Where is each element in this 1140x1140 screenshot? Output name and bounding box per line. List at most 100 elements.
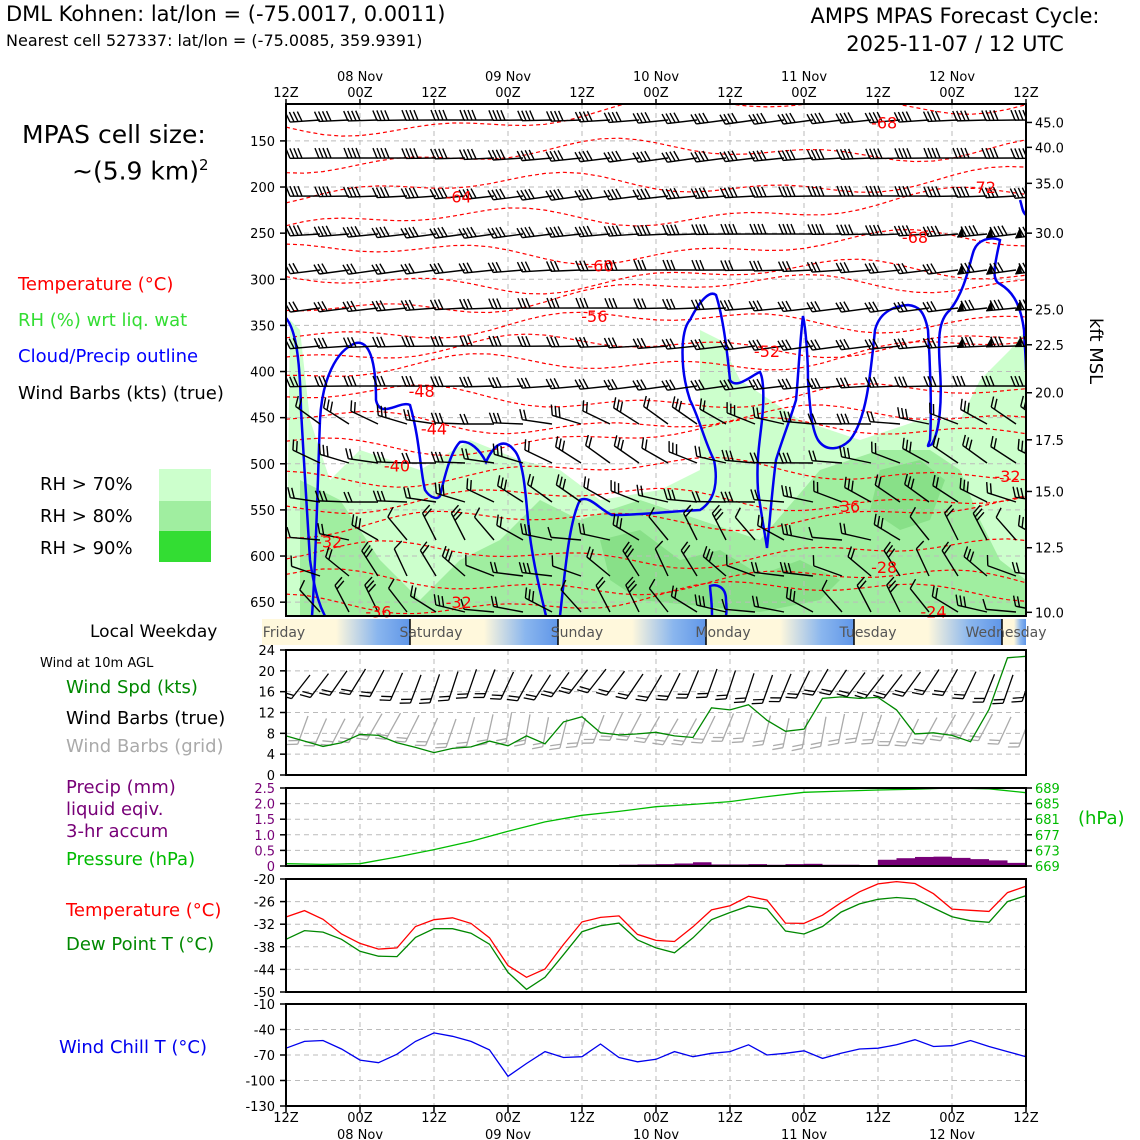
wind-barb [490,595,524,613]
wind-barb [807,413,843,425]
temperature-contour-label: -48 [409,382,435,401]
wind-barb [401,109,437,121]
top-hour-label: 00Z [939,86,965,101]
bottom-hour-label: 00Z [495,1111,521,1126]
weekday-label: Friday [263,625,305,641]
wind-barb [489,561,524,577]
wind-barb [317,522,350,541]
wind-barb [932,668,959,697]
wind-barb [551,555,582,577]
wind-barb [699,398,727,425]
wind-barb [487,226,524,239]
cell-size-label: MPAS cell size: [22,120,206,149]
wind-barb [547,526,582,541]
bottom-hour-label: 12Z [421,1111,447,1126]
wind-barb [622,541,640,577]
wind-barb [399,674,422,704]
top-hour-label: 12Z [717,86,743,101]
wind-barb [286,526,321,541]
wind-barb [990,435,1017,464]
wind-barb [1017,515,1026,541]
wind-barb [835,377,872,389]
wind-barb [865,185,901,197]
wind-barb [806,261,843,273]
kft-tick-label: 12.5 [1035,542,1064,557]
wind-barb [1012,595,1026,613]
wind-barb [313,337,350,349]
wind-barb [345,448,379,464]
wind-barb [401,452,437,464]
wind-barb [981,110,1017,122]
wind-barb [1010,148,1026,160]
wind-barb [806,377,843,390]
wind-barb [777,339,814,351]
wind-barb [516,188,553,201]
wind-barb [375,712,402,740]
wind-barb [376,404,408,425]
wind-barb [403,409,437,425]
wind-barb [662,298,698,310]
wind-barb [847,546,872,577]
temperature-contour-label: -60 [587,256,613,275]
wind-barb [632,111,669,124]
wind-barb [690,299,727,311]
wind-barb [359,669,385,698]
top-hour-label: 00Z [347,86,373,101]
weekday-label: Tuesday [839,625,897,641]
wind-barb [670,585,698,613]
wind-barb [286,262,321,275]
wind-barb [719,112,756,125]
kft-tick-label: 25.0 [1035,304,1064,319]
wind-barb [458,262,495,274]
legend-precip-3: 3-hr accum [66,821,169,842]
wind-barb [839,522,872,541]
wind-barb [719,150,756,163]
wind-barb [682,504,698,541]
wind-barb [893,301,930,313]
wind-barb [731,713,753,744]
wind-barb [400,187,437,199]
wind-barb [582,714,605,744]
wind-barb [610,480,640,503]
bottom-hour-label: 00Z [347,1111,373,1126]
wind-barb [517,335,553,348]
wind-barb [777,378,814,390]
top-time-axis: 12Z 00Z 12Z 00Z 12Z 00Z 12Z 00Z 12Z 00Z 12Z 08 Nov 0… [273,70,1039,104]
wind-barb [986,262,1017,275]
wind-barb [497,475,524,503]
wind-barb [957,262,988,275]
temperature-contour-label: -24 [920,602,946,621]
wind-barb [866,411,901,425]
wind-barb [972,674,996,703]
wind-barb [750,561,785,577]
wind-barb [516,377,553,389]
kft-tick-label: 35.0 [1035,177,1064,192]
bottom-time-axis: 12Z 00Z 12Z 00Z 12Z 00Z 12Z 00Z 12Z 00Z 12Z 08 Nov 0… [273,1106,1039,1140]
hpa-tick-label: 600 [250,550,275,565]
wind-barb [372,147,408,159]
wind-barb [720,491,756,503]
wind-barb [807,185,843,197]
wind-barb [806,149,843,161]
wind-barb [613,397,640,425]
wind-barb [981,147,1017,159]
wind-barb [286,338,321,350]
wind-barb [496,514,524,541]
wind-barb [531,717,550,750]
panel-ytick-label: -40 [254,1024,275,1039]
wind-barb [696,668,718,699]
wind-barb [810,716,827,750]
wind-barb [1011,561,1026,577]
wind-barb [574,188,611,201]
bottom-hour-label: 00Z [643,1111,669,1126]
wind-barb [518,562,553,577]
wind-barb [613,435,640,464]
wind-barb [972,504,988,541]
wind-barb [680,541,698,577]
wind-barb [785,587,814,613]
precip-bar [933,856,952,866]
wind-barb [691,259,727,271]
wind-barb [371,300,408,312]
panel-ytick-label: 8 [267,727,275,742]
wind-barb [393,540,408,577]
